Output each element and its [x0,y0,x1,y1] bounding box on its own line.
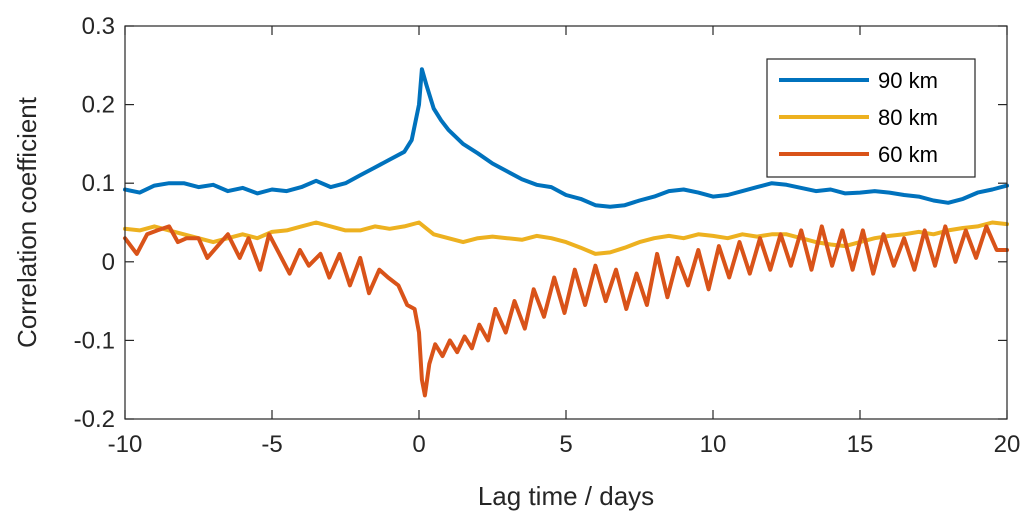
legend-label: 60 km [878,142,938,167]
x-tick-label: -10 [108,431,143,458]
legend-label: 90 km [878,68,938,93]
x-tick-label: 10 [700,431,727,458]
series-layer [123,67,1009,398]
y-tick-label: -0.2 [74,406,115,433]
legend: 90 km 80 km 60 km [766,58,976,178]
x-tick-label: 5 [559,431,572,458]
y-tick-label: 0.2 [82,92,115,119]
x-tick-label: 20 [994,431,1021,458]
y-tick-label: 0 [102,249,115,276]
y-tick-label: -0.1 [74,327,115,354]
y-tick-label: 0.1 [82,170,115,197]
x-tick-label: 0 [412,431,425,458]
x-axis-title: Lag time / days [478,481,654,511]
x-tick-label: -5 [261,431,282,458]
y-axis-title: Correlation coefficient [12,96,42,348]
axes-layer [124,25,1008,420]
y-tick-label: 0.3 [82,13,115,40]
x-tick-label: 15 [847,431,874,458]
legend-label: 80 km [878,105,938,130]
tick-labels: -10 -5 0 5 10 15 20 -0.2 -0.1 0 0.1 0.2 0.3 [74,13,1021,458]
series-line-60-km [123,224,1009,398]
series-line-90-km [123,67,1009,209]
